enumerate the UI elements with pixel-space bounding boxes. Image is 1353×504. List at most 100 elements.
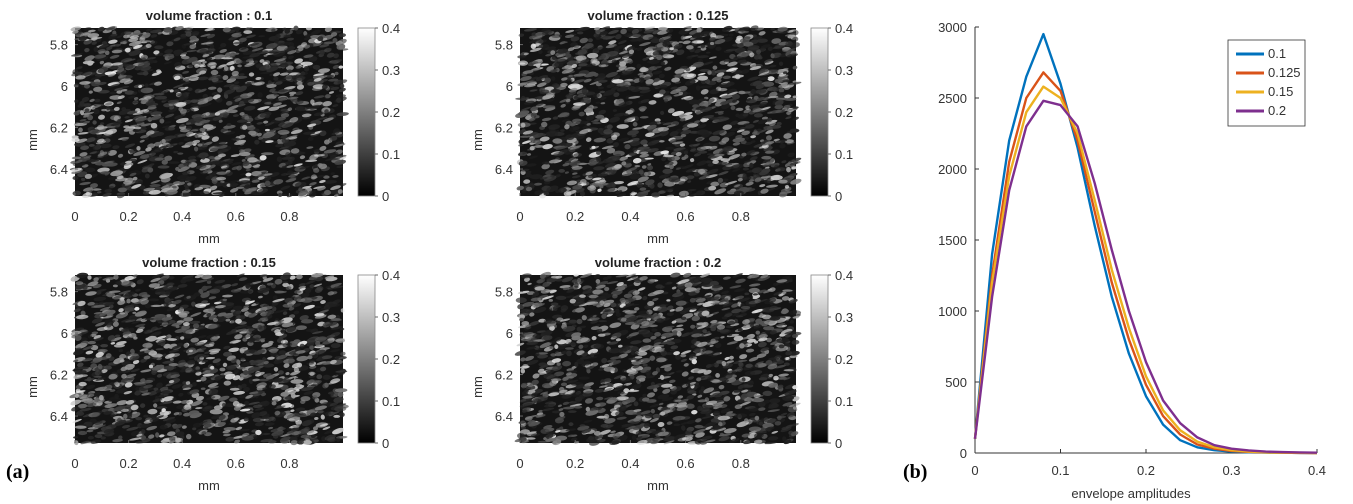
- colorbar-tick-label: 0: [382, 436, 389, 451]
- speckle: [79, 110, 85, 116]
- speckle: [227, 57, 237, 61]
- speckle: [718, 171, 729, 176]
- speckle: [568, 422, 574, 427]
- speckle: [786, 141, 795, 145]
- speckle: [133, 126, 142, 130]
- speckle: [175, 102, 187, 108]
- speckle: [188, 108, 195, 112]
- speckle: [168, 161, 180, 164]
- speckle: [94, 161, 105, 166]
- speckle: [84, 173, 93, 179]
- speckle: [181, 81, 191, 85]
- speckle: [217, 149, 229, 154]
- speckle: [195, 165, 207, 170]
- speckle: [221, 57, 233, 60]
- speckle: [295, 105, 306, 112]
- speckle: [786, 29, 797, 33]
- speckle: [117, 119, 122, 123]
- y-tick-label: 6: [61, 79, 68, 94]
- speckle: [282, 27, 287, 31]
- speckle: [124, 143, 136, 148]
- speckle: [264, 101, 272, 105]
- speckle: [123, 79, 134, 85]
- speckle: [322, 117, 334, 123]
- speckle: [223, 124, 236, 129]
- speckle: [266, 66, 279, 73]
- speckle: [211, 77, 219, 83]
- speckle: [111, 49, 123, 54]
- speckle: [183, 42, 196, 46]
- speckle: [323, 175, 330, 179]
- speckle: [229, 182, 238, 188]
- speckle: [140, 134, 150, 139]
- speckle: [91, 41, 97, 45]
- speckle-image: [514, 271, 802, 446]
- speckle: [173, 89, 180, 93]
- speckle: [89, 129, 100, 135]
- speckle: [218, 119, 223, 123]
- speckle: [124, 119, 133, 123]
- y-tick-label: 5.8: [50, 38, 68, 53]
- speckle: [217, 87, 223, 93]
- speckle: [616, 124, 629, 129]
- speckle: [280, 134, 288, 139]
- speckle: [333, 128, 341, 134]
- speckle: [239, 180, 252, 185]
- speckle: [87, 33, 100, 38]
- speckle: [288, 136, 298, 140]
- speckle: [518, 143, 525, 147]
- speckle: [132, 112, 144, 115]
- speckle: [231, 70, 239, 77]
- speckle: [141, 166, 152, 173]
- speckle: [271, 28, 276, 33]
- speckle: [317, 163, 323, 168]
- colorbar-tick-label: 0.1: [835, 147, 853, 162]
- speckle: [546, 97, 555, 102]
- speckle: [276, 104, 287, 108]
- speckle: [708, 135, 721, 142]
- speckle: [223, 83, 235, 88]
- speckle: [163, 53, 175, 58]
- speckle: [187, 182, 192, 186]
- speckle: [336, 165, 343, 169]
- speckle: [183, 162, 190, 166]
- speckle: [273, 179, 284, 185]
- speckle: [305, 26, 312, 31]
- speckle: [258, 136, 264, 140]
- speckle: [198, 76, 209, 81]
- speckle: [187, 87, 193, 92]
- speckle: [257, 188, 269, 194]
- colorbar-tick-label: 0: [835, 189, 842, 204]
- colorbar-gradient: [810, 27, 829, 197]
- speckle-image-panels: volume fraction : 0.10 0.2 0.4 0.6 0.8mm5.86…: [25, 8, 853, 493]
- speckle: [100, 171, 111, 175]
- speckle: [92, 120, 97, 125]
- speckle: [792, 95, 798, 99]
- speckle: [237, 64, 242, 68]
- speckle: [78, 36, 87, 42]
- speckle: [116, 175, 124, 180]
- speckle: [281, 165, 288, 169]
- speckle: [88, 29, 96, 33]
- speckle: [232, 138, 241, 141]
- speckle: [132, 115, 143, 120]
- speckle: [308, 191, 317, 198]
- speckle: [304, 44, 311, 49]
- speckle: [773, 138, 780, 142]
- speckle: [283, 85, 296, 90]
- speckle: [77, 171, 88, 178]
- speckle: [108, 65, 119, 70]
- speckle: [123, 162, 134, 168]
- speckle: [259, 155, 267, 161]
- speckle: [178, 312, 188, 318]
- speckle: [132, 91, 138, 96]
- speckle: [75, 66, 83, 70]
- speckle: [190, 99, 198, 103]
- speckle: [150, 111, 163, 116]
- speckle: [272, 102, 282, 107]
- speckle: [601, 145, 615, 150]
- speckle: [133, 150, 146, 156]
- speckle: [317, 36, 324, 42]
- speckle: [97, 26, 105, 32]
- speckle: [207, 86, 217, 90]
